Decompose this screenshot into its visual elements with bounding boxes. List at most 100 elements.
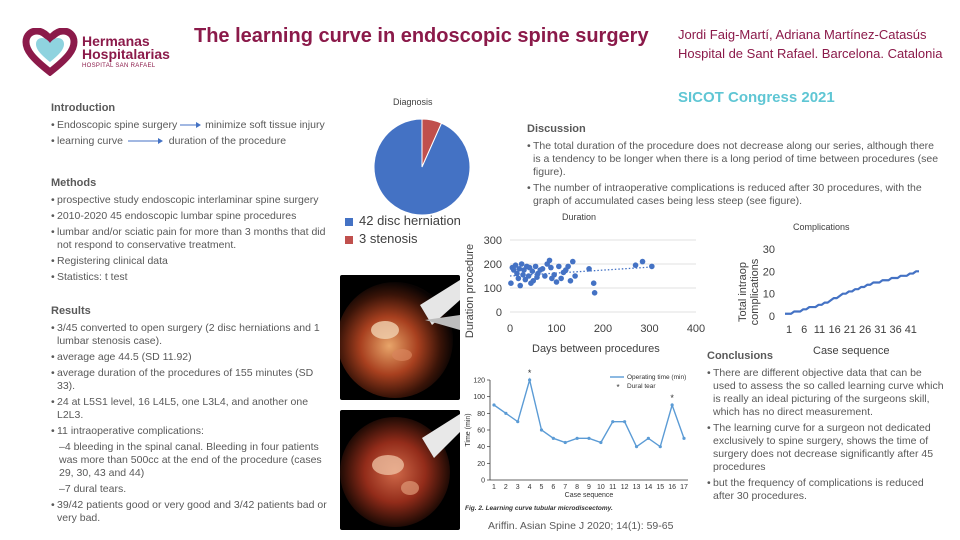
complications-xlabel: Case sequence — [813, 345, 890, 357]
x-tick-label: 13 — [633, 484, 641, 491]
scatter-point — [517, 282, 524, 289]
x-tick-label: 200 — [594, 323, 612, 335]
legend-label: Dural tear — [627, 383, 656, 390]
x-tick-label: 4 — [528, 484, 532, 491]
scatter-point — [525, 273, 532, 279]
legend-swatch — [345, 235, 353, 244]
methods-item: 2010-2020 45 endoscopic lumbar spine pro… — [51, 210, 326, 223]
legend-marker: * — [616, 383, 619, 392]
arrow-right-icon — [127, 138, 163, 145]
legend-label: Operating time (min) — [627, 374, 686, 381]
authors: Jordi Faig-Martí, Adriana Martínez-Catas… — [678, 27, 927, 42]
x-tick-label: 36 — [889, 324, 901, 336]
y-tick-label: 100 — [473, 394, 485, 401]
scatter-point — [520, 272, 526, 278]
scatter-point — [512, 262, 519, 268]
introduction-heading: Introduction — [51, 102, 116, 114]
duration-chart: Duration 0 100 200 300 0 100 200 300 400 Days be… — [460, 210, 710, 360]
logo-subtitle: HOSPITAL SAN RAFAEL — [82, 63, 156, 69]
y-tick-label: 120 — [473, 378, 485, 385]
data-point — [563, 440, 567, 445]
scatter-point — [572, 273, 578, 279]
y-tick-label: 80 — [477, 411, 485, 418]
scatter-point — [551, 272, 557, 278]
logo-heart-icon — [22, 28, 78, 76]
x-tick-label: 14 — [644, 484, 652, 491]
discussion-item: The number of intraoperative complicatio… — [527, 182, 939, 208]
y-tick-label: 0 — [496, 307, 502, 319]
y-tick-label: 20 — [763, 266, 775, 278]
x-tick-label: 3 — [516, 484, 520, 491]
x-tick-label: 16 — [829, 324, 841, 336]
x-tick-label: 41 — [905, 324, 917, 336]
introduction-section: Introduction Endoscopic spine surgery mi… — [51, 102, 351, 151]
results-item: 11 intraoperative complications: — [51, 425, 329, 438]
y-tick-label: 10 — [763, 289, 775, 301]
y-tick-label: 0 — [769, 311, 775, 323]
x-tick-label: 5 — [540, 484, 544, 491]
x-tick-label: 2 — [504, 484, 508, 491]
x-tick-label: 400 — [687, 323, 705, 335]
complications-chart-title: Complications — [793, 222, 850, 232]
data-point — [670, 403, 674, 407]
x-tick-label: 300 — [640, 323, 658, 335]
diagnosis-chart-title: Diagnosis — [393, 97, 433, 107]
scatter-point — [565, 263, 571, 270]
x-tick-label: 8 — [575, 484, 579, 491]
data-point — [634, 445, 639, 449]
data-point — [528, 378, 532, 382]
authors-block: Jordi Faig-Martí, Adriana Martínez-Catas… — [678, 25, 958, 63]
data-point — [516, 420, 520, 424]
scatter-point — [639, 258, 646, 265]
x-tick-label: 9 — [587, 484, 591, 491]
x-tick-label: 6 — [801, 324, 807, 336]
scatter-point — [529, 268, 536, 274]
x-tick-label: 21 — [844, 324, 856, 336]
scatter-point — [553, 279, 560, 285]
y-tick-label: 100 — [484, 283, 502, 295]
conclusions-item: There are different objective data that … — [707, 367, 947, 419]
conclusions-item: The learning curve for a surgeon not ded… — [707, 422, 947, 474]
y-tick-label: 60 — [477, 428, 485, 435]
results-section: Results 3/45 converted to open surgery (… — [51, 305, 329, 528]
operating-time-line — [493, 377, 685, 448]
y-axis-label: Time (min) — [465, 413, 472, 446]
operating-time-figure: 0 20 40 60 80 100 120 1 2 3 4 5 6 7 8 9 10 11 12 13 14 15 16 17… — [460, 368, 695, 518]
data-point — [599, 440, 603, 445]
y-tick-label: 20 — [477, 461, 485, 468]
poster-title: The learning curve in endoscopic spine s… — [194, 25, 649, 47]
complications-line — [785, 270, 919, 315]
data-point — [539, 428, 544, 432]
data-point — [551, 436, 555, 440]
data-point — [623, 420, 627, 424]
x-axis-label: Case sequence — [565, 492, 614, 499]
scatter-point — [516, 266, 523, 272]
x-tick-label: 17 — [680, 484, 688, 491]
scatter-point — [514, 270, 520, 277]
dural-tear-marker: * — [528, 368, 532, 378]
discussion-section: Discussion The total duration of the pro… — [527, 123, 939, 211]
methods-item: Statistics: t test — [51, 271, 326, 284]
diagnosis-chart: Diagnosis 42 disc herniation 3 stenosis — [345, 95, 485, 255]
x-tick-label: 1 — [492, 484, 496, 491]
scatter-point — [591, 290, 598, 296]
trendline — [509, 266, 655, 277]
endoscopic-photo-1 — [340, 275, 460, 400]
arrow-right-icon — [180, 122, 202, 129]
data-point — [611, 420, 615, 424]
x-tick-label: 0 — [507, 323, 513, 335]
x-tick-label: 15 — [656, 484, 664, 491]
methods-section: Methods prospective study endoscopic int… — [51, 177, 326, 287]
results-item: 24 at L5S1 level, 16 L4L5, one L3L4, and… — [51, 396, 329, 422]
results-item: 39/42 patients good or very good and 3/4… — [51, 499, 329, 525]
complications-chart: Complications 0 10 20 30 1 6 11 16 21 26 31 36 41 Ca… — [733, 218, 925, 360]
legend-swatch — [345, 217, 353, 226]
methods-item: lumbar and/or sciatic pain for more than… — [51, 226, 326, 252]
y-tick-label: 0 — [481, 478, 485, 485]
x-tick-label: 16 — [668, 484, 676, 491]
conclusions-section: Conclusions There are different objectiv… — [707, 350, 947, 506]
scatter-point — [649, 263, 655, 270]
y-tick-label: 40 — [477, 444, 485, 451]
duration-chart-title: Duration — [562, 212, 597, 222]
scatter-point — [530, 278, 537, 284]
